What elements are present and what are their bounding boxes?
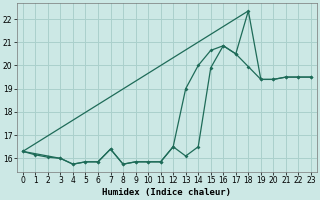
X-axis label: Humidex (Indice chaleur): Humidex (Indice chaleur) (102, 188, 231, 197)
